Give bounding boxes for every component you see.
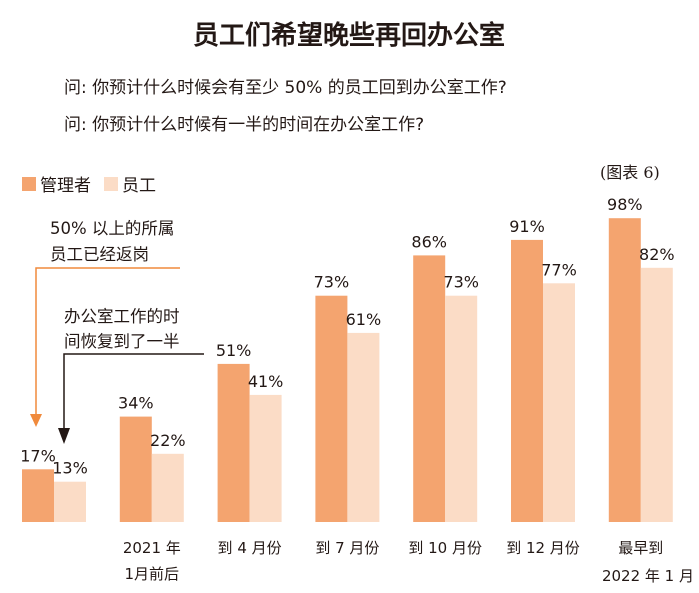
legend-swatch-employee [104, 177, 118, 191]
chart-title: 员工们希望晚些再回办公室 [193, 20, 505, 51]
legend: 管理者 员工 [22, 176, 156, 196]
legend-label-employee: 员工 [122, 176, 156, 196]
category-label-3-line1: 到 7 月份 [315, 539, 379, 557]
annotation-manager-line1: 50% 以上的所属 [50, 219, 174, 238]
bar-manager-0 [22, 469, 54, 522]
value-label-employee-6: 82% [639, 245, 675, 264]
value-label-manager-4: 86% [411, 232, 447, 251]
bar-manager-6 [608, 218, 641, 522]
category-label-2-line1: 到 4 月份 [218, 539, 282, 557]
legend-swatch-manager [22, 177, 36, 191]
figure-label: (图表 6) [600, 163, 660, 182]
category-label-5-line1: 到 12 月份 [506, 539, 580, 557]
bar-manager-2 [217, 363, 250, 522]
bar-employee-0 [54, 481, 86, 522]
category-label-4-line1: 到 10 月份 [408, 539, 482, 557]
bar-employee-1 [151, 453, 184, 522]
bar-employee-3 [347, 332, 380, 522]
value-label-manager-0: 17% [20, 446, 56, 465]
value-label-manager-6: 98% [607, 195, 643, 214]
value-label-manager-3: 73% [314, 273, 350, 292]
annotation-manager-arrow-line [35, 267, 180, 418]
question-1: 问: 你预计什么时候会有至少 50% 的员工回到办公室工作? [64, 78, 507, 98]
annotation-manager-arrowhead [30, 414, 42, 427]
bar-manager-1 [119, 416, 152, 522]
category-label-1-line2: 1月前后 [125, 565, 180, 583]
value-label-employee-4: 73% [443, 273, 479, 292]
annotation-manager: 50% 以上的所属 员工已经返岗 [30, 219, 180, 427]
value-label-employee-5: 77% [541, 260, 577, 279]
bar-employee-6 [640, 267, 673, 522]
bar-manager-4 [413, 255, 446, 522]
value-label-employee-2: 41% [248, 372, 284, 391]
bars: 17%13% 34% 22% 2021 年 1月前后 51% 41% 到 4 月份 73% 61%… [20, 195, 694, 585]
value-label-manager-1: 34% [118, 394, 154, 413]
category-label-6-line2: 2022 年 1 月 [602, 567, 694, 585]
value-label-employee-3: 61% [346, 310, 382, 329]
bar-employee-5 [543, 283, 575, 522]
value-label-employee-1: 22% [150, 431, 186, 450]
value-label-employee-0: 13% [52, 459, 88, 478]
bar-manager-5 [511, 239, 543, 522]
annotation-employee-line1: 办公室工作的时 [64, 307, 180, 326]
annotation-employee: 办公室工作的时 间恢复到了一半 [58, 307, 204, 444]
question-2: 问: 你预计什么时候有一半的时间在办公室工作? [64, 115, 424, 135]
value-label-manager-5: 91% [509, 217, 545, 236]
category-label-1-line1: 2021 年 [123, 539, 181, 557]
value-label-manager-2: 51% [216, 341, 252, 360]
bar-manager-3 [315, 295, 348, 522]
annotation-employee-line2: 间恢复到了一半 [64, 332, 180, 351]
annotation-employee-arrow-line [63, 353, 204, 430]
legend-label-manager: 管理者 [40, 176, 91, 196]
annotation-manager-line2: 员工已经返岗 [50, 245, 149, 264]
bar-employee-2 [249, 394, 282, 522]
annotation-employee-arrowhead [58, 428, 70, 444]
category-label-6-line1: 最早到 [618, 539, 663, 557]
bar-employee-4 [445, 295, 478, 522]
